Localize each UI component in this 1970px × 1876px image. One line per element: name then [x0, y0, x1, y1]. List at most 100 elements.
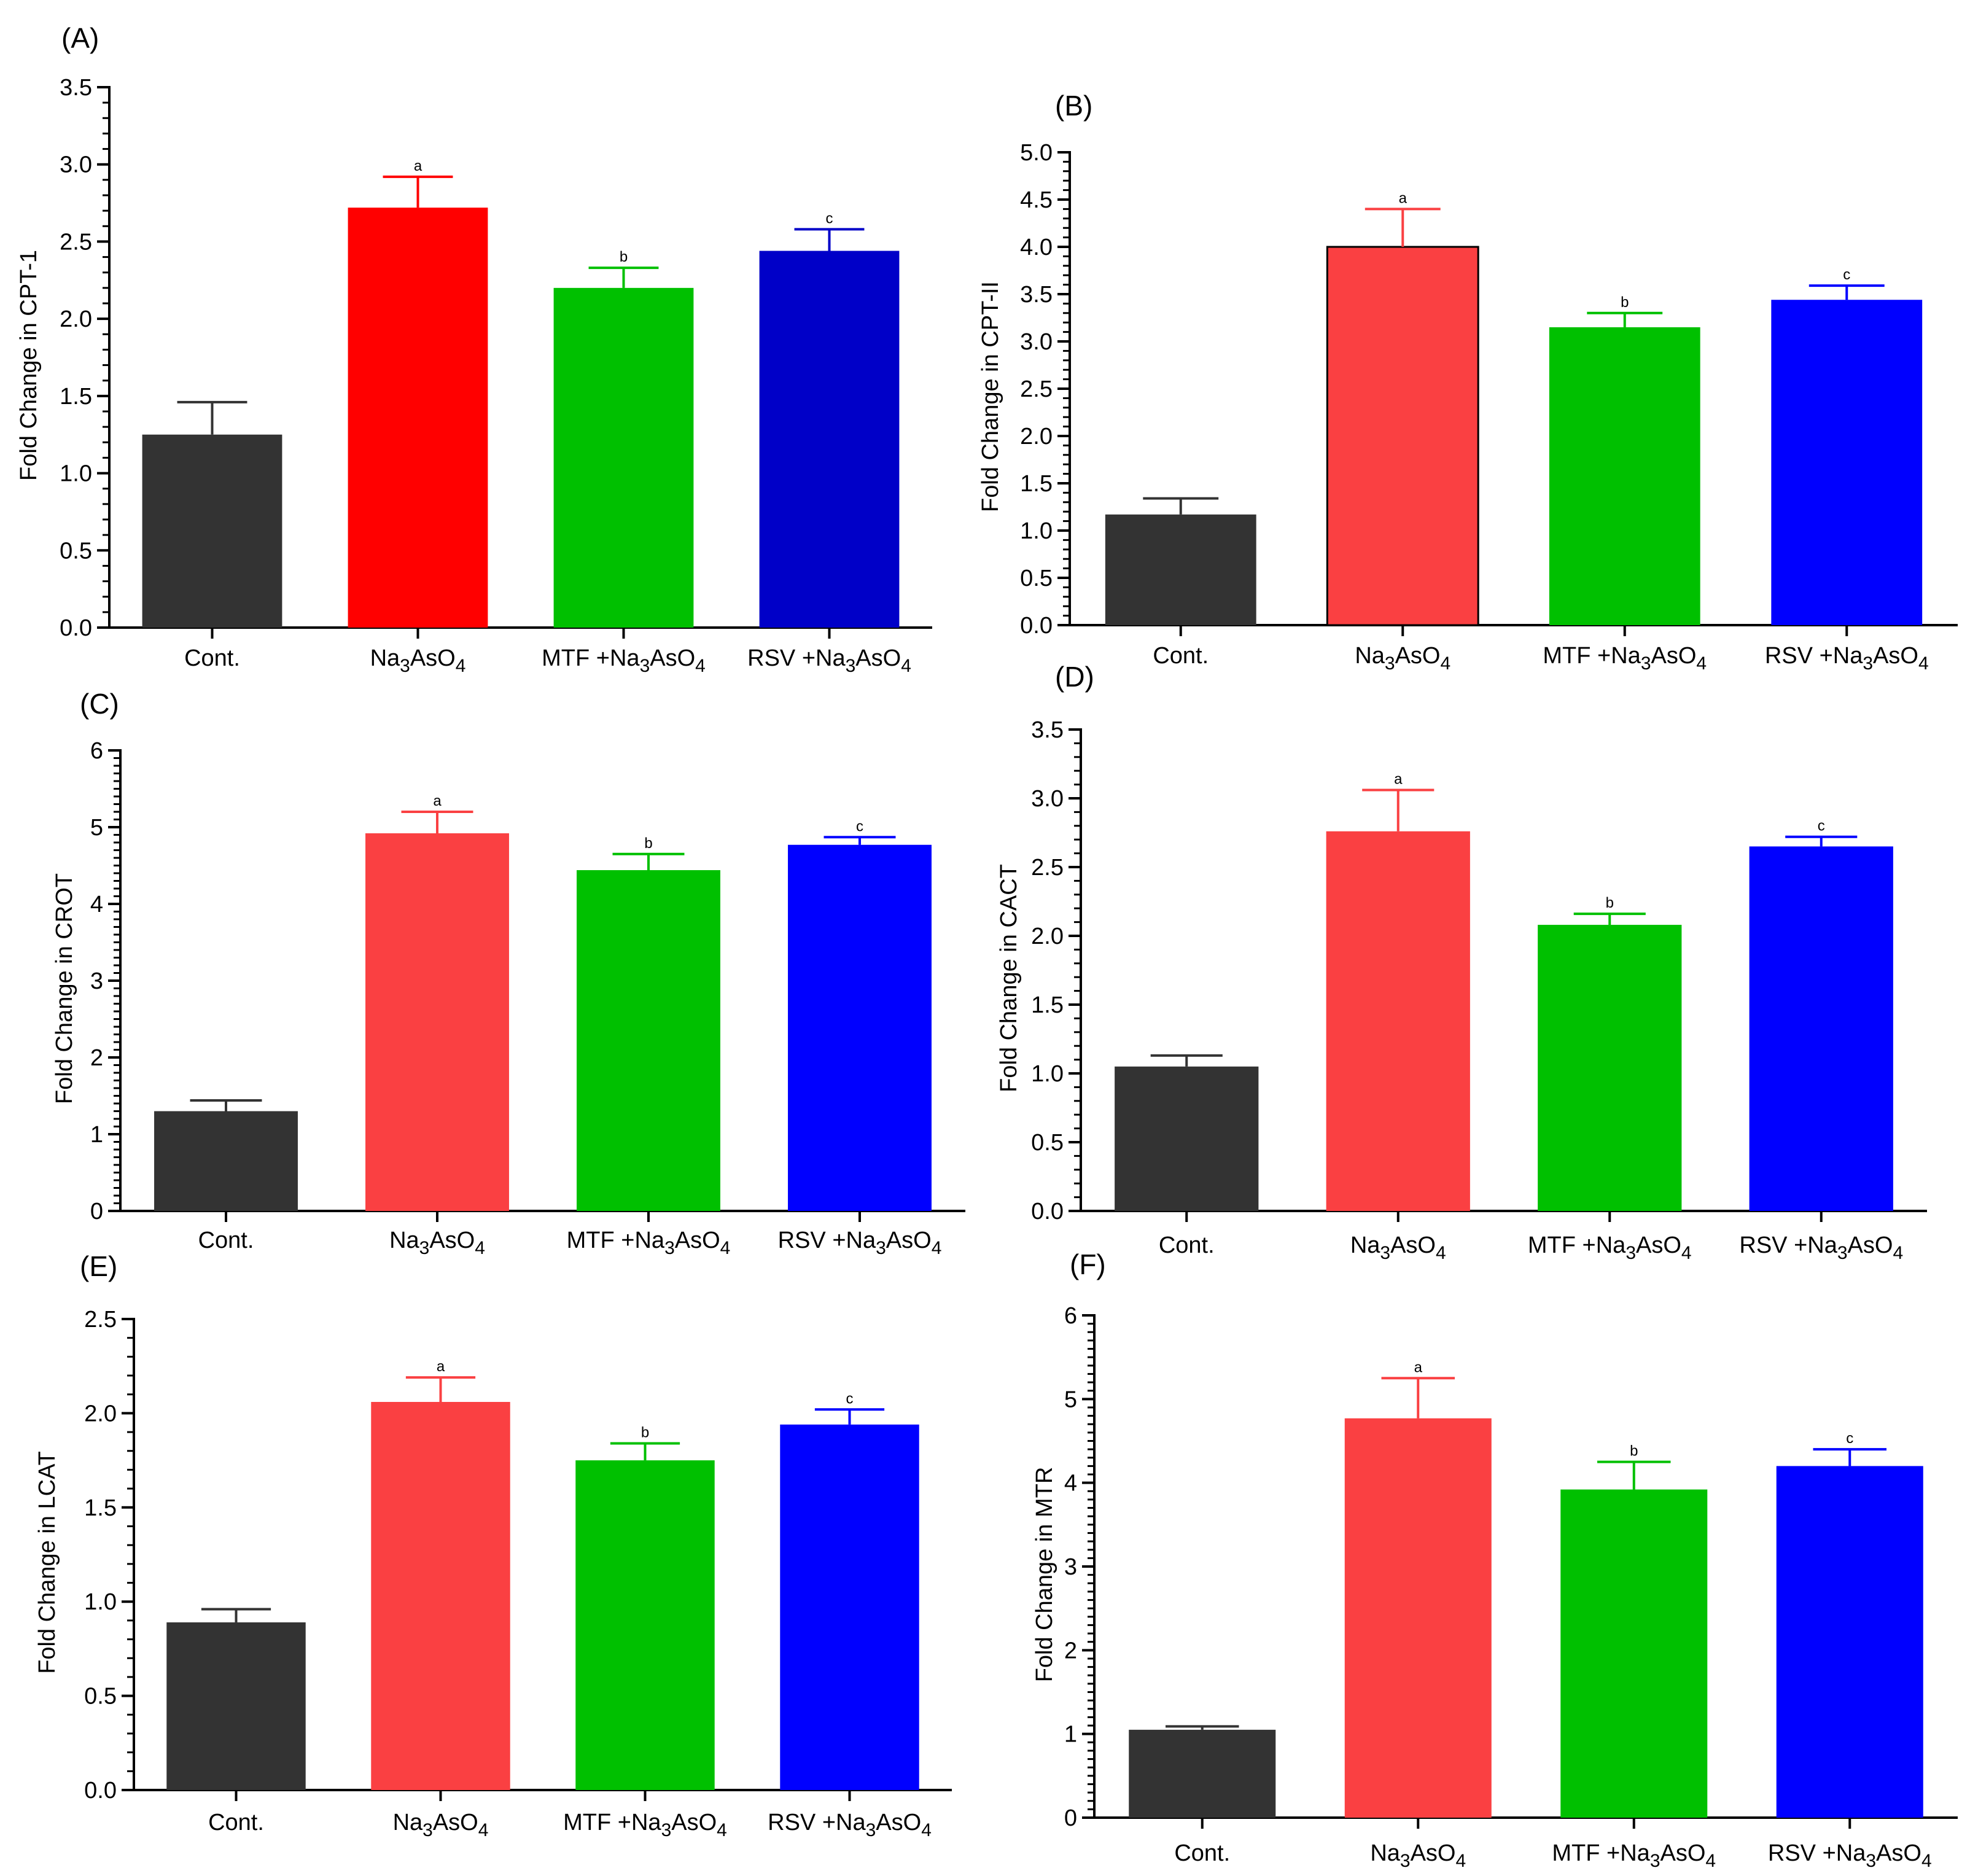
significance-label: b	[641, 1424, 649, 1441]
subscript: 4	[1696, 653, 1707, 674]
bar	[1560, 1489, 1708, 1818]
bar	[154, 1111, 298, 1211]
bar	[780, 1424, 919, 1790]
chart-panel: (B) 0.0 0.5 1.0 1.5 2.0 2.5 3.0 3.5 4.0 4.5 5.0 Fold…	[978, 90, 1958, 674]
significance-label: b	[1606, 895, 1614, 911]
label-part: RSV +Na	[778, 1228, 876, 1253]
subscript: 4	[695, 656, 706, 676]
y-tick-label: 0.0	[1020, 613, 1053, 639]
bar	[371, 1401, 510, 1790]
bar	[575, 1460, 715, 1790]
y-tick-label: 3.0	[1031, 786, 1064, 812]
y-tick-label: 4	[1064, 1471, 1077, 1497]
y-tick-label: 5	[1064, 1387, 1077, 1412]
bar	[365, 833, 509, 1211]
bar	[1776, 1466, 1923, 1818]
subscript: 4	[475, 1238, 485, 1258]
x-category-label: Na3AsO4	[393, 1810, 489, 1840]
y-tick-label: 1.0	[60, 461, 92, 487]
x-category-label: Cont.	[1153, 643, 1209, 669]
subscript: 3	[1641, 653, 1651, 674]
label-part: AsO	[671, 1810, 717, 1835]
significance-label: c	[1843, 267, 1850, 283]
subscript: 4	[1705, 1851, 1716, 1871]
label-part: MTF +Na	[1543, 643, 1641, 669]
y-tick-label: 0.5	[60, 538, 92, 564]
bar	[1115, 1066, 1259, 1211]
x-category-label: MTF +Na3AsO4	[1543, 643, 1707, 674]
subscript: 3	[422, 1820, 433, 1840]
label-part: Cont.	[198, 1228, 254, 1253]
y-tick-label: 3	[90, 968, 103, 994]
significance-label: a	[437, 1358, 445, 1375]
label-part: Na	[1355, 643, 1385, 669]
bar	[1538, 925, 1682, 1211]
y-tick-label: 2	[1064, 1638, 1077, 1664]
subscript: 4	[456, 656, 466, 676]
x-category-label: Na3AsO4	[1350, 1232, 1446, 1263]
x-category-label: Na3AsO4	[370, 645, 466, 676]
label-part: AsO	[1660, 1840, 1706, 1866]
panel-label: (E)	[80, 1250, 117, 1282]
x-category-label: RSV +Na3AsO4	[747, 645, 911, 676]
label-part: RSV +Na	[1768, 1840, 1866, 1866]
x-category-label: RSV +Na3AsO4	[778, 1228, 942, 1258]
subscript: 4	[1921, 1851, 1932, 1871]
y-tick-label: 4.5	[1020, 187, 1053, 213]
y-tick-label: 1	[90, 1122, 103, 1148]
label-part: AsO	[1390, 1232, 1436, 1258]
bar	[1749, 846, 1893, 1211]
label-part: AsO	[1636, 1232, 1681, 1258]
bar	[1771, 300, 1923, 625]
y-tick-label: 0.5	[1020, 566, 1053, 591]
label-part: AsO	[876, 1810, 921, 1835]
significance-label: b	[620, 249, 628, 265]
y-tick-label: 0.5	[1031, 1130, 1064, 1156]
label-part: MTF +Na	[567, 1228, 665, 1253]
subscript: 3	[661, 1820, 672, 1840]
y-tick-label: 3.5	[1031, 717, 1064, 743]
label-part: Cont.	[1153, 643, 1209, 669]
significance-label: a	[1399, 190, 1407, 206]
significance-label: c	[846, 1390, 854, 1407]
subscript: 4	[932, 1238, 942, 1258]
y-tick-label: 2.5	[1031, 855, 1064, 881]
significance-label: a	[414, 158, 422, 174]
bar	[1549, 327, 1700, 625]
significance-label: b	[644, 835, 652, 852]
subscript: 4	[717, 1820, 727, 1840]
subscript: 3	[1837, 1243, 1848, 1263]
y-tick-label: 2.5	[84, 1307, 117, 1333]
y-tick-label: 3.5	[1020, 282, 1053, 308]
label-part: AsO	[433, 1810, 478, 1835]
label-part: AsO	[675, 1228, 720, 1253]
x-category-label: Cont.	[208, 1810, 264, 1835]
y-tick-label: 1.5	[60, 384, 92, 410]
label-part: MTF +Na	[1552, 1840, 1650, 1866]
label-part: AsO	[1411, 1840, 1456, 1866]
subscript: 3	[1650, 1851, 1660, 1871]
significance-label: c	[1818, 818, 1825, 835]
significance-label: b	[1621, 294, 1629, 311]
y-tick-label: 0.5	[84, 1684, 117, 1710]
y-tick-label: 5.0	[1020, 140, 1053, 166]
y-tick-label: 0.0	[1031, 1199, 1064, 1224]
bar	[577, 870, 720, 1211]
subscript: 3	[664, 1238, 675, 1258]
y-tick-label: 1.0	[1020, 518, 1053, 544]
significance-label: c	[856, 818, 863, 835]
y-tick-label: 1	[1064, 1722, 1077, 1748]
subscript: 3	[1625, 1243, 1636, 1263]
subscript: 3	[1863, 653, 1873, 674]
significance-label: a	[1394, 771, 1403, 788]
label-part: Cont.	[184, 645, 240, 671]
y-axis-title: Fold Change in CACT	[996, 864, 1022, 1092]
label-part: Cont.	[208, 1810, 264, 1835]
subscript: 3	[846, 656, 856, 676]
y-tick-label: 5	[90, 815, 103, 841]
y-axis-title: Fold Change in CROT	[52, 873, 77, 1104]
y-tick-label: 2.0	[1031, 924, 1064, 949]
subscript: 3	[866, 1820, 876, 1840]
label-part: Cont.	[1159, 1232, 1215, 1258]
